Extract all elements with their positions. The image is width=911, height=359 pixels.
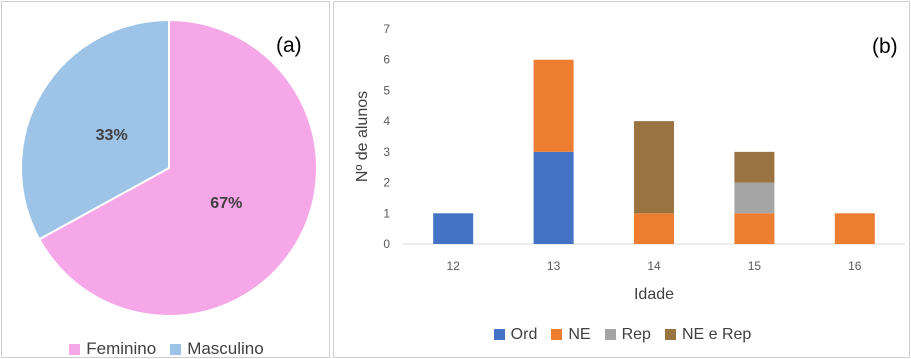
bar-segment-ne-e-rep-15 [734, 151, 775, 183]
pie-chart-panel: 67% 33% (a) Feminino Masculino [1, 1, 330, 358]
bar-segment-ne-16 [834, 213, 875, 244]
pie-chart: 67% 33% [20, 18, 318, 317]
legend-item-rep: Rep [604, 326, 651, 344]
bar-segment-ne-15 [734, 213, 775, 244]
legend-label: Ord [510, 326, 538, 343]
y-tick-label: 0 [383, 237, 390, 251]
y-tick-label: 7 [383, 22, 390, 36]
bar-segment-ne-e-rep-14 [634, 121, 674, 214]
bar-segment-ord-13 [533, 151, 574, 244]
x-tick-label: 13 [547, 259, 561, 273]
legend-swatch [604, 329, 616, 340]
bar-chart-panel: 0 1 2 3 4 5 6 7 12 13 14 15 16 Idade Nº de alunos (b) … [333, 1, 910, 358]
pie-legend: Feminino Masculino [2, 339, 331, 359]
legend-swatch [170, 344, 182, 355]
bar-segment-ne-13 [533, 59, 574, 152]
legend-item-ord: Ord [493, 326, 538, 344]
x-tick-label: 15 [748, 259, 762, 273]
legend-label: Feminino [86, 339, 157, 358]
legend-label: NE [568, 326, 591, 343]
legend-label: Masculino [187, 339, 264, 358]
legend-item-masculino: Masculino [170, 339, 264, 359]
y-tick-label: 6 [383, 53, 390, 67]
y-tick-label: 5 [383, 83, 390, 97]
y-tick-label: 4 [383, 114, 390, 128]
pie-slice-masculino [20, 18, 170, 241]
legend-swatch [69, 344, 81, 355]
y-tick-label: 1 [383, 206, 390, 220]
pie-slice-label-feminino: 67% [210, 195, 242, 212]
bar-legend: Ord NE Rep NE e Rep [334, 326, 911, 344]
legend-item-feminino: Feminino [69, 339, 156, 359]
panel-label-a: (a) [276, 34, 302, 57]
legend-swatch [551, 329, 563, 340]
legend-item-ne: NE [551, 326, 591, 344]
y-axis-title: Nº de alunos [354, 91, 371, 182]
legend-swatch [493, 329, 505, 340]
pie-slice-feminino [37, 18, 318, 317]
y-tick-label: 2 [383, 176, 390, 190]
y-tick-label: 3 [383, 145, 390, 159]
bar-segment-rep-15 [734, 182, 775, 214]
legend-label: Rep [621, 326, 651, 343]
legend-label: NE e Rep [681, 326, 752, 343]
panel-label-b: (b) [872, 35, 898, 58]
pie-slice-label-masculino: 33% [96, 127, 128, 144]
bar-segment-ne-14 [634, 213, 674, 244]
x-tick-label: 14 [647, 259, 661, 273]
legend-swatch [664, 329, 676, 340]
x-axis-title: Idade [634, 286, 674, 303]
x-tick-label: 12 [447, 259, 461, 273]
bar-segment-ord-12 [433, 213, 474, 244]
x-tick-label: 16 [848, 259, 862, 273]
legend-item-ne-e-rep: NE e Rep [664, 326, 752, 344]
